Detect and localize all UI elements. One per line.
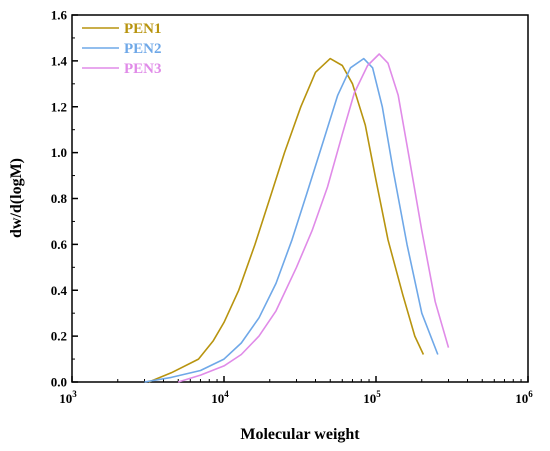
y-tick-label: 1.6 (51, 8, 68, 23)
y-tick-label: 0.2 (51, 329, 67, 344)
x-tick-label: 104 (211, 389, 229, 406)
legend-label-pen2: PEN2 (124, 41, 162, 57)
axis-ticks: 0.0 0.2 0.4 0.6 0.8 1.0 1.2 1.4 1.6 103 104 105 106 (51, 8, 534, 407)
legend-label-pen3: PEN3 (124, 61, 162, 77)
y-tick-label: 1.2 (51, 99, 67, 114)
y-tick-label: 0.6 (51, 237, 68, 252)
x-tick-label: 106 (515, 389, 533, 406)
y-tick-label: 1.0 (51, 145, 67, 160)
x-axis-label: Molecular weight (240, 426, 360, 443)
legend-label-pen1: PEN1 (124, 21, 162, 37)
x-tick-label: 105 (363, 389, 381, 406)
legend: PEN1 PEN2 PEN3 (82, 21, 162, 77)
series-line-pen2 (144, 57, 439, 383)
y-tick-label: 0.8 (51, 191, 68, 206)
x-tick-label: 103 (59, 389, 77, 406)
y-axis-label: dw/d(logM) (8, 158, 25, 238)
y-tick-label: 1.4 (51, 53, 68, 68)
series-lines (144, 53, 450, 383)
series-line-pen1 (148, 57, 425, 383)
y-tick-label: 0.4 (51, 283, 68, 298)
y-tick-label: 0.0 (51, 375, 67, 390)
series-line-pen3 (177, 53, 450, 383)
